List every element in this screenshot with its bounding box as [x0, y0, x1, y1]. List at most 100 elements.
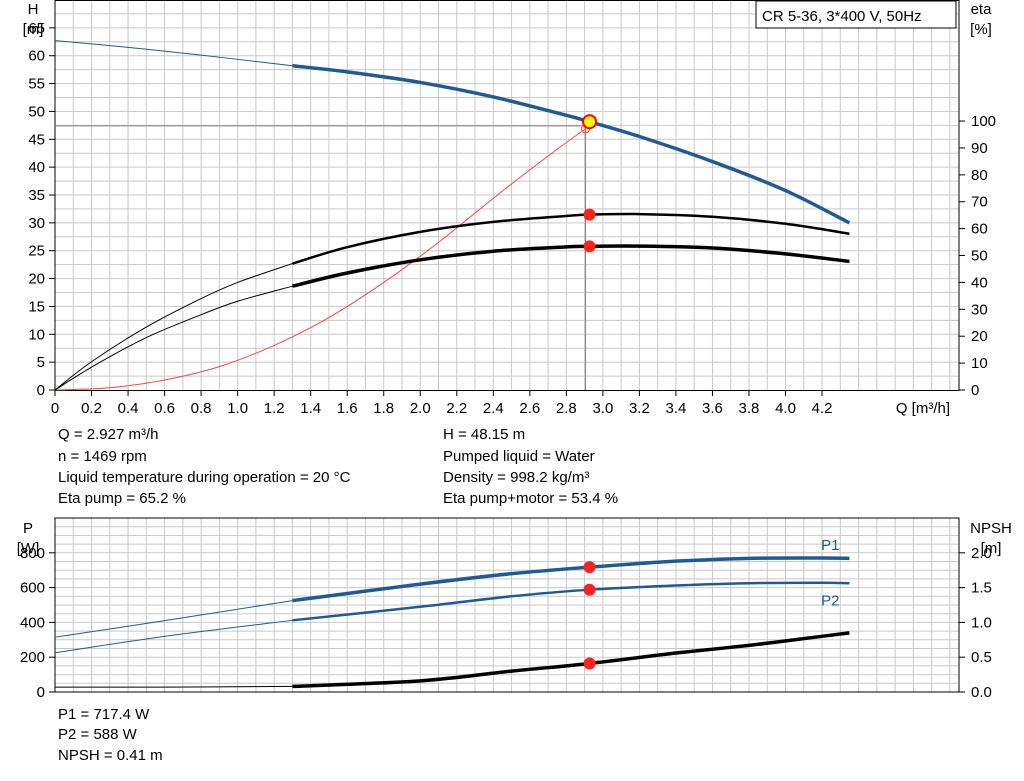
readout-npsh: NPSH = 0.41 m	[58, 747, 163, 764]
duty-point-p2-marker	[583, 583, 596, 596]
head-curve	[292, 64, 851, 225]
eta-pump-curve-extrapolated	[54, 263, 293, 391]
eta-axis-label: eta	[971, 1, 993, 18]
flow-x-tick-label: 1.0	[227, 400, 248, 417]
power-y-tick-label: 0	[37, 684, 45, 701]
head-y-tick-label: 30	[28, 215, 45, 232]
eta-y-tick-label: 100	[971, 113, 996, 130]
readout-density: Density = 998.2 kg/m³	[443, 469, 590, 486]
npsh-axis-unit: [m]	[981, 540, 1002, 557]
head-y-tick-label: 15	[28, 298, 45, 315]
chart-title: CR 5-36, 3*400 V, 50Hz	[762, 8, 922, 25]
eta-y-tick-label: 60	[971, 221, 988, 238]
eta-y-tick-label: 50	[971, 248, 988, 265]
duty-point-eta-pump-motor-marker	[583, 240, 596, 253]
npsh-y-tick-label: 0.5	[971, 649, 992, 666]
head-y-tick-label: 40	[28, 159, 45, 176]
readout-eta-pump: Eta pump = 65.2 %	[58, 490, 186, 507]
p2-curve-extrapolated	[54, 619, 293, 654]
flow-x-tick-label: 1.2	[264, 400, 285, 417]
power-axis-label: P	[23, 520, 33, 537]
readout-eta-pump-motor: Eta pump+motor = 53.4 %	[443, 490, 619, 507]
flow-x-tick-label: 1.6	[337, 400, 358, 417]
readout-flow: Q = 2.927 m³/h	[58, 426, 159, 443]
flow-x-tick-label: 0	[51, 400, 59, 417]
eta-pump-motor-curve-extrapolated	[54, 285, 293, 391]
npsh-curve-extrapolated	[54, 685, 293, 688]
eta-y-tick-label: 80	[971, 167, 988, 184]
eta-y-tick-label: 90	[971, 140, 988, 157]
head-y-tick-label: 55	[28, 76, 45, 93]
flow-x-tick-label: 0.6	[154, 400, 175, 417]
duty-point-head-marker	[582, 114, 598, 130]
flow-x-tick-label: 0.2	[81, 400, 102, 417]
eta-y-tick-label: 40	[971, 274, 988, 291]
power-axis-unit: [W]	[17, 540, 40, 557]
npsh-curve	[292, 631, 850, 689]
head-y-tick-label: 35	[28, 187, 45, 204]
eta-axis-unit: [%]	[970, 21, 992, 38]
flow-x-tick-label: 1.4	[300, 400, 321, 417]
flow-x-tick-label: 4.2	[812, 400, 833, 417]
readout-p2: P2 = 588 W	[58, 726, 137, 743]
eta-y-tick-label: 20	[971, 328, 988, 345]
power-y-tick-label: 200	[20, 649, 45, 666]
head-y-tick-label: 5	[37, 354, 45, 371]
readout-head: H = 48.15 m	[443, 426, 526, 443]
readout-pumped-liquid: Pumped liquid = Water	[443, 448, 595, 465]
head-y-tick-label: 0	[37, 382, 45, 399]
duty-point-p1-marker	[583, 561, 596, 574]
power-chart-frame	[54, 517, 960, 693]
head-curve-extrapolated	[54, 40, 293, 67]
head-y-tick-label: 10	[28, 326, 45, 343]
npsh-y-tick-label: 1.0	[971, 614, 992, 631]
head-y-tick-label: 20	[28, 271, 45, 288]
head-y-tick-label: 45	[28, 131, 45, 148]
head-y-tick-label: 50	[28, 103, 45, 120]
power-y-tick-label: 400	[20, 614, 45, 631]
npsh-y-tick-label: 1.5	[971, 580, 992, 597]
title-box	[755, 0, 957, 29]
flow-x-tick-label: 3.8	[739, 400, 760, 417]
p1-series-label: P1	[821, 537, 839, 554]
flow-axis-label: Q [m³/h]	[896, 400, 950, 417]
eta-pump-curve	[292, 212, 850, 265]
eta-pump-motor-curve	[292, 244, 850, 288]
readout-speed: n = 1469 rpm	[58, 448, 147, 465]
eta-y-tick-label: 0	[971, 382, 979, 399]
eta-y-tick-label: 30	[971, 301, 988, 318]
flow-x-tick-label: 2.2	[446, 400, 467, 417]
head-axis-label: H	[28, 1, 39, 18]
head-axis-unit: [m]	[23, 21, 44, 38]
p1-curve	[292, 556, 850, 603]
system-curve	[54, 125, 590, 391]
npsh-y-tick-label: 2.0	[971, 545, 992, 562]
readout-p1: P1 = 717.4 W	[58, 706, 150, 723]
flow-x-tick-label: 2.6	[519, 400, 540, 417]
flow-x-tick-label: 3.0	[592, 400, 613, 417]
head-y-tick-label: 65	[28, 20, 45, 37]
head-y-tick-label: 60	[28, 48, 45, 65]
flow-x-tick-label: 2.0	[410, 400, 431, 417]
flow-x-tick-label: 4.0	[775, 400, 796, 417]
power-y-tick-label: 800	[20, 545, 45, 562]
duty-point-npsh-marker	[583, 657, 596, 670]
flow-x-tick-label: 1.8	[373, 400, 394, 417]
flow-x-tick-label: 3.4	[665, 400, 686, 417]
duty-point-eta-pump-marker	[583, 208, 596, 221]
readout-liquid-temperature: Liquid temperature during operation = 20…	[58, 469, 351, 486]
flow-x-tick-label: 0.8	[191, 400, 212, 417]
power-y-tick-label: 600	[20, 580, 45, 597]
npsh-y-tick-label: 0.0	[971, 684, 992, 701]
eta-y-tick-label: 70	[971, 194, 988, 211]
flow-x-tick-label: 0.4	[118, 400, 139, 417]
flow-x-tick-label: 2.8	[556, 400, 577, 417]
flow-x-tick-label: 2.4	[483, 400, 504, 417]
flow-x-tick-label: 3.6	[702, 400, 723, 417]
p1-curve-extrapolated	[54, 600, 293, 638]
flow-x-tick-label: 3.2	[629, 400, 650, 417]
p2-curve	[292, 581, 850, 622]
p2-series-label: P2	[821, 592, 839, 609]
